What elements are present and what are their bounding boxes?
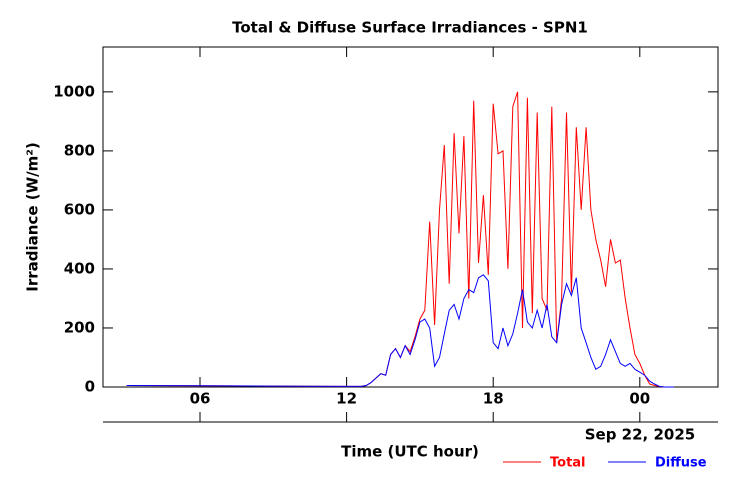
y-tick-label: 600	[64, 200, 95, 218]
legend-label: Diffuse	[655, 456, 707, 471]
y-tick-label: 0	[85, 378, 95, 396]
series-line	[126, 91, 674, 388]
y-tick-label: 400	[64, 259, 95, 277]
y-tick-label: 1000	[53, 82, 95, 100]
y-tick-label: 800	[64, 141, 95, 159]
x-tick-label: 06	[190, 390, 211, 408]
x-tick-label: 18	[483, 390, 504, 408]
y-tick-label: 200	[64, 318, 95, 336]
series-line	[126, 274, 674, 388]
chart-title: Total & Diffuse Surface Irradiances - SP…	[232, 19, 588, 37]
date-label: Sep 22, 2025	[585, 426, 695, 444]
legend-label: Total	[550, 456, 586, 471]
x-tick-label: 00	[629, 390, 650, 408]
x-axis-label: Time (UTC hour)	[341, 443, 479, 461]
y-axis-label: Irradiance (W/m²)	[24, 142, 42, 291]
plot-frame	[102, 46, 719, 388]
x-tick-label: 12	[336, 390, 357, 408]
